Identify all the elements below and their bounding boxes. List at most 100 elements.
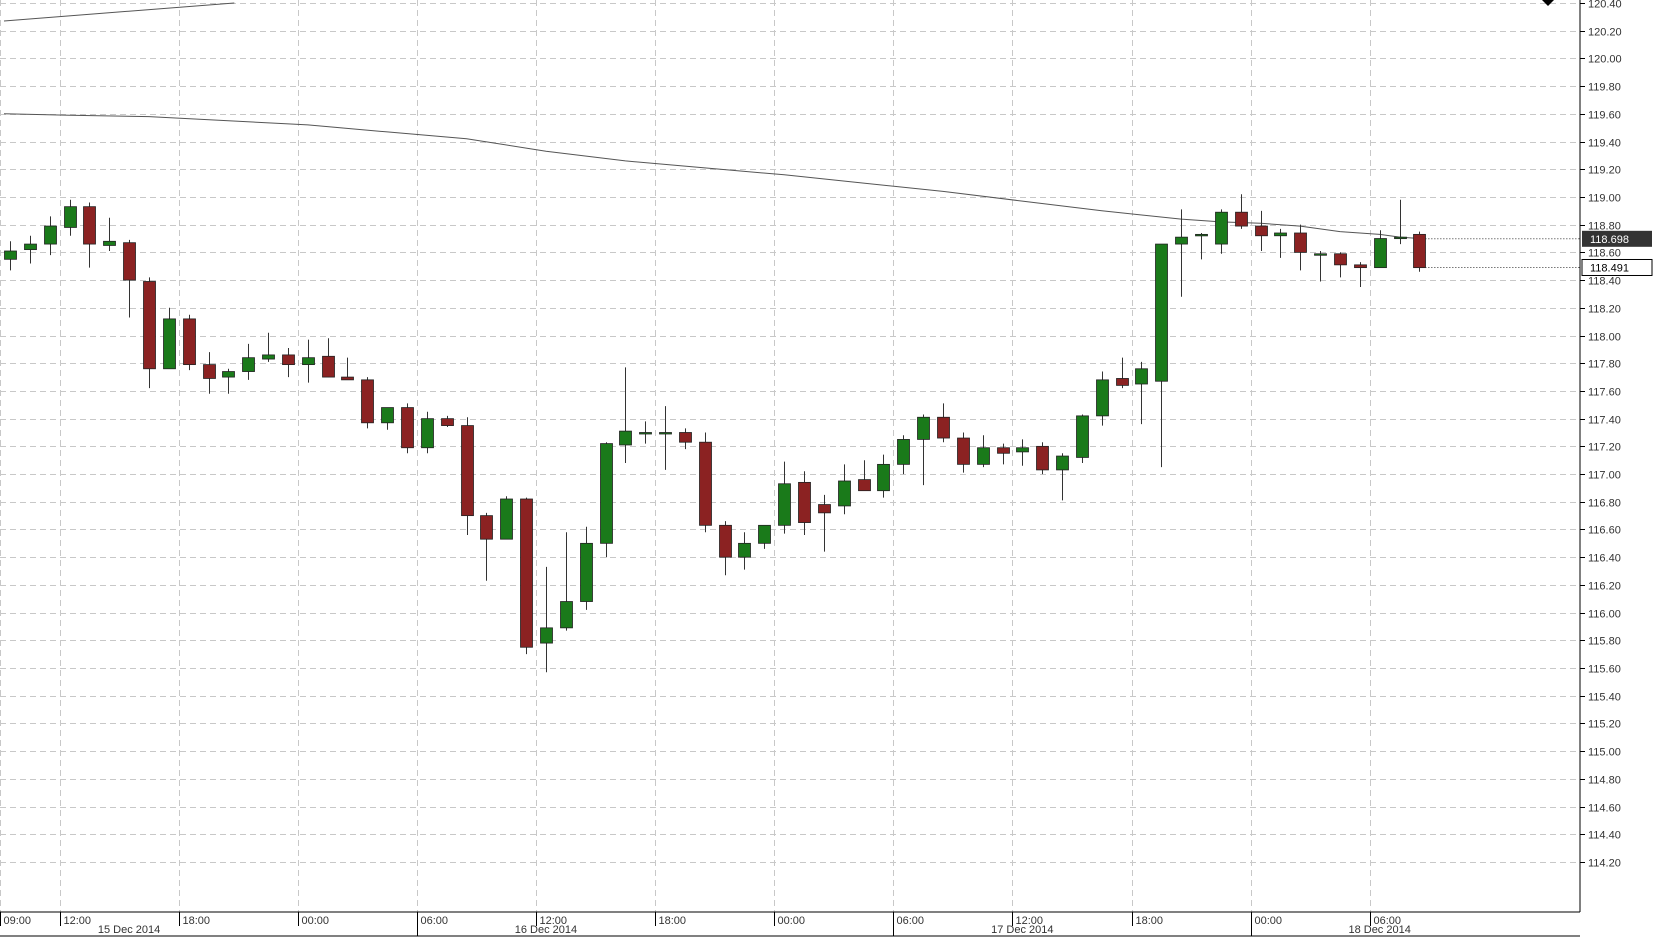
y-tick-label: 115.40	[1588, 692, 1621, 704]
candle-body	[242, 357, 255, 372]
candle-up	[600, 442, 613, 558]
moving-average-line	[3, 2, 235, 22]
close-price-badge	[1581, 258, 1653, 276]
candle-down	[143, 277, 156, 389]
candle-body	[322, 355, 335, 378]
candle-body	[1016, 447, 1029, 453]
y-tick-label: 116.40	[1588, 553, 1621, 565]
candle-down	[341, 357, 354, 381]
x-time-label: 18:00	[183, 915, 211, 927]
candle-body	[679, 432, 692, 443]
candle-down	[858, 460, 871, 492]
y-tick-label: 115.20	[1588, 719, 1621, 731]
candle-up	[619, 367, 632, 463]
candle-body	[1215, 211, 1228, 245]
candle-up	[897, 435, 910, 475]
x-time-label: 00:00	[1255, 915, 1283, 927]
y-tick-label: 118.80	[1588, 221, 1621, 233]
candle-up	[1195, 232, 1208, 260]
y-tick-label: 117.60	[1588, 387, 1621, 399]
candle-body	[103, 240, 116, 246]
candle-up	[560, 532, 573, 631]
y-tick-label: 115.60	[1588, 664, 1621, 676]
candle-up	[838, 464, 851, 515]
candle-body	[44, 225, 57, 245]
candle-up	[64, 199, 77, 236]
candle-down	[401, 403, 414, 454]
candle-body	[778, 483, 791, 526]
y-tick-label: 115.00	[1588, 747, 1621, 759]
x-time-label: 12:00	[1016, 915, 1044, 927]
x-date-label: 18 Dec 2014	[1348, 924, 1410, 936]
x-time-label: 18:00	[1136, 915, 1164, 927]
candle-body	[123, 242, 136, 281]
y-axis-ticks: 120.40 120.20 120.00 119.80 119.60 119.40 119.…	[1580, 0, 1622, 870]
candle-down	[441, 415, 454, 427]
current-price-label: 118.698	[1590, 234, 1629, 246]
candle-body	[600, 443, 613, 544]
candle-up	[4, 241, 17, 271]
moving-averages	[3, 2, 1420, 239]
candle-down	[997, 443, 1010, 465]
candle-up	[977, 435, 990, 468]
scroll-marker-icon[interactable]	[1542, 0, 1554, 6]
candle-body	[222, 371, 235, 378]
candle-body	[500, 498, 513, 540]
candle-up	[1155, 243, 1168, 468]
candle-body	[480, 515, 493, 540]
candle-body	[818, 504, 831, 514]
candle-down	[818, 494, 831, 552]
candle-body	[1036, 445, 1049, 471]
candle-up	[1215, 209, 1228, 254]
y-tick-label: 120.40	[1588, 0, 1622, 11]
x-time-label: 09:00	[4, 915, 32, 927]
candle-body	[897, 439, 910, 465]
candle-down	[679, 428, 692, 450]
candle-body	[1155, 243, 1168, 382]
candle-up	[421, 411, 434, 454]
y-tick-label: 115.80	[1588, 636, 1621, 648]
price-labels: 118.698 118.491	[1425, 230, 1653, 276]
candle-body	[1096, 379, 1109, 417]
candle-body	[64, 206, 77, 228]
candle-body	[639, 432, 652, 435]
candle-up	[44, 216, 57, 256]
candle-down	[1413, 231, 1426, 272]
y-tick-label: 119.60	[1588, 110, 1621, 122]
y-tick-label: 116.20	[1588, 581, 1621, 593]
candle-up	[163, 307, 176, 370]
candle-body	[361, 379, 374, 424]
x-time-label: 12:00	[64, 915, 92, 927]
candle-body	[341, 376, 354, 381]
candle-up	[659, 406, 672, 470]
candle-up	[580, 526, 593, 610]
x-date-label: 17 Dec 2014	[991, 924, 1053, 936]
y-tick-label: 117.00	[1588, 470, 1621, 482]
x-time-label: 12:00	[540, 915, 568, 927]
candle-up	[877, 454, 890, 498]
candle-body	[838, 480, 851, 507]
x-time-label: 06:00	[897, 915, 925, 927]
candle-body	[183, 318, 196, 366]
candle-down	[83, 202, 96, 268]
x-time-label: 00:00	[778, 915, 806, 927]
candle-up	[639, 421, 652, 444]
candle-body	[421, 418, 434, 449]
x-axis-ticks: 09:00 12:00 18:00 00:00 06:00 12:00 18:00 00:00…	[0, 912, 1411, 936]
candle-body	[917, 416, 930, 440]
y-tick-label: 120.20	[1588, 27, 1622, 39]
candle-up	[1394, 199, 1407, 245]
candle-body	[699, 441, 712, 526]
candle-body	[1374, 238, 1387, 269]
candle-down	[1334, 252, 1347, 278]
candle-up	[1135, 361, 1148, 425]
candle-down	[1036, 442, 1049, 475]
candle-body	[957, 437, 970, 465]
y-tick-label: 119.40	[1588, 138, 1621, 150]
candle-body	[659, 432, 672, 435]
candle-down	[520, 497, 533, 655]
candle-body	[1076, 415, 1089, 458]
candle-body	[1135, 368, 1148, 385]
candle-body	[302, 357, 315, 366]
